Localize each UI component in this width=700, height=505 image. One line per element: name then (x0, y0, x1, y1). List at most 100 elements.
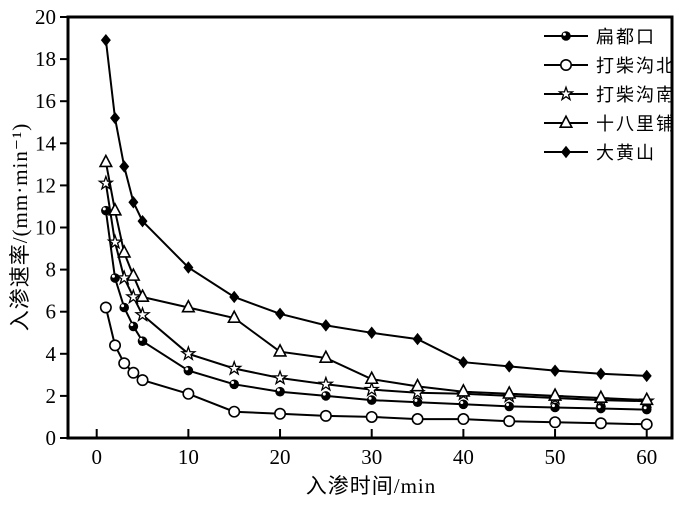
x-tick-label: 60 (636, 445, 657, 469)
data-point-s0-highlight (551, 404, 555, 408)
data-point-s1 (136, 374, 149, 387)
y-axis-title: 入渗速率/(mm·min⁻¹) (8, 122, 32, 332)
data-point-s3 (272, 343, 288, 357)
data-point-s2 (363, 380, 381, 397)
data-point-s3 (456, 383, 471, 397)
data-point-s2 (97, 174, 115, 191)
legend-label: 扁都口 (596, 26, 656, 47)
legend-label: 打柴沟南 (596, 84, 676, 105)
data-point-s1 (549, 416, 562, 429)
data-point-s1 (503, 415, 516, 428)
data-point-s4 (458, 356, 469, 369)
y-tick-label: 16 (35, 89, 56, 113)
data-point-s4 (100, 33, 111, 47)
data-point-s0 (458, 399, 469, 410)
legend-item: 大黄山 (543, 137, 676, 166)
y-tick-label: 0 (46, 426, 57, 450)
x-axis-title: 入渗时间/min (305, 474, 437, 498)
legend-label: 十八里铺 (596, 113, 676, 134)
data-point-s2 (124, 288, 142, 305)
data-point-s0-highlight (322, 392, 326, 396)
data-point-s1 (99, 301, 112, 314)
data-point-s3 (410, 377, 425, 392)
data-point-s1 (274, 407, 287, 420)
data-point-s4 (183, 261, 194, 274)
legend-marker-star (544, 84, 588, 101)
data-point-s2 (106, 233, 124, 250)
data-point-s3 (107, 202, 123, 216)
data-point-s1 (594, 417, 607, 430)
series-line-3 (104, 162, 647, 402)
data-point-s4 (275, 307, 286, 321)
data-point-s1 (182, 387, 195, 400)
y-tick-label: 20 (35, 5, 56, 29)
data-point-s0 (412, 397, 423, 408)
data-point-s0-highlight (121, 304, 125, 308)
data-point-s4 (128, 196, 139, 209)
x-tick-label: 50 (545, 445, 566, 469)
legend-item: 打柴沟南 (543, 79, 676, 108)
data-point-s0-highlight (597, 405, 601, 409)
y-tick-label: 6 (46, 300, 57, 324)
data-point-s0-highlight (276, 388, 280, 392)
legend: 扁都口 打柴沟北 打柴沟南 十八里铺 大黄山 (543, 21, 676, 166)
data-point-s4 (366, 326, 377, 339)
data-point-s4 (550, 364, 561, 377)
legend-label: 大黄山 (596, 142, 656, 163)
data-point-s3 (126, 267, 141, 281)
data-point-s1 (365, 410, 378, 423)
data-point-s0 (275, 386, 285, 397)
x-tick-label: 20 (270, 445, 291, 469)
data-point-s3 (98, 153, 113, 168)
legend-marker-glyph (558, 113, 574, 128)
data-point-s0-highlight (185, 367, 189, 371)
data-point-s0 (128, 321, 139, 332)
legend-marker-triangle (544, 113, 588, 128)
legend-marker-glyph (557, 84, 575, 101)
legend-marker-glyph-highlight (562, 32, 566, 36)
x-tick-label: 30 (361, 445, 382, 469)
data-point-s1 (109, 339, 122, 352)
data-point-s3 (593, 389, 609, 404)
data-point-s1 (457, 413, 470, 426)
y-tick-label: 10 (35, 216, 56, 240)
legend-marker-glyph (561, 145, 571, 158)
data-point-s1 (640, 418, 653, 431)
data-point-s0 (504, 401, 515, 412)
data-point-s0-highlight (368, 396, 372, 400)
data-point-s1 (127, 366, 140, 379)
data-point-s2 (179, 345, 197, 361)
series-line-2 (104, 183, 647, 403)
series-line-0 (104, 210, 647, 411)
y-tick-label: 2 (46, 384, 57, 408)
data-point-s4 (110, 111, 121, 125)
series-line-4 (104, 40, 647, 377)
series-line-1 (104, 307, 647, 426)
data-point-s4 (320, 319, 331, 332)
data-point-s2 (271, 369, 289, 386)
data-point-s0 (183, 365, 194, 376)
legend-item: 扁都口 (543, 21, 676, 50)
data-point-s3 (135, 288, 150, 302)
legend-label: 打柴沟北 (596, 55, 676, 76)
y-tick-label: 8 (46, 258, 57, 282)
y-tick-label: 18 (35, 47, 56, 71)
data-point-s1 (319, 409, 332, 422)
data-point-s0-highlight (414, 398, 418, 402)
data-point-s3 (502, 385, 517, 399)
legend-item: 十八里铺 (543, 108, 676, 137)
legend-marker-circle (544, 58, 588, 71)
x-tick-label: 10 (178, 445, 199, 469)
data-point-s3 (318, 349, 334, 364)
y-tick-label: 14 (35, 131, 57, 155)
data-point-s4 (119, 160, 130, 173)
y-tick-label: 4 (46, 342, 57, 366)
data-point-s0-highlight (102, 207, 106, 211)
data-point-s4 (137, 214, 148, 228)
data-point-s3 (364, 370, 379, 385)
data-point-s3 (547, 387, 563, 401)
data-point-s0-highlight (111, 274, 115, 278)
data-point-s4 (595, 367, 606, 380)
legend-marker-sphere (544, 30, 588, 41)
